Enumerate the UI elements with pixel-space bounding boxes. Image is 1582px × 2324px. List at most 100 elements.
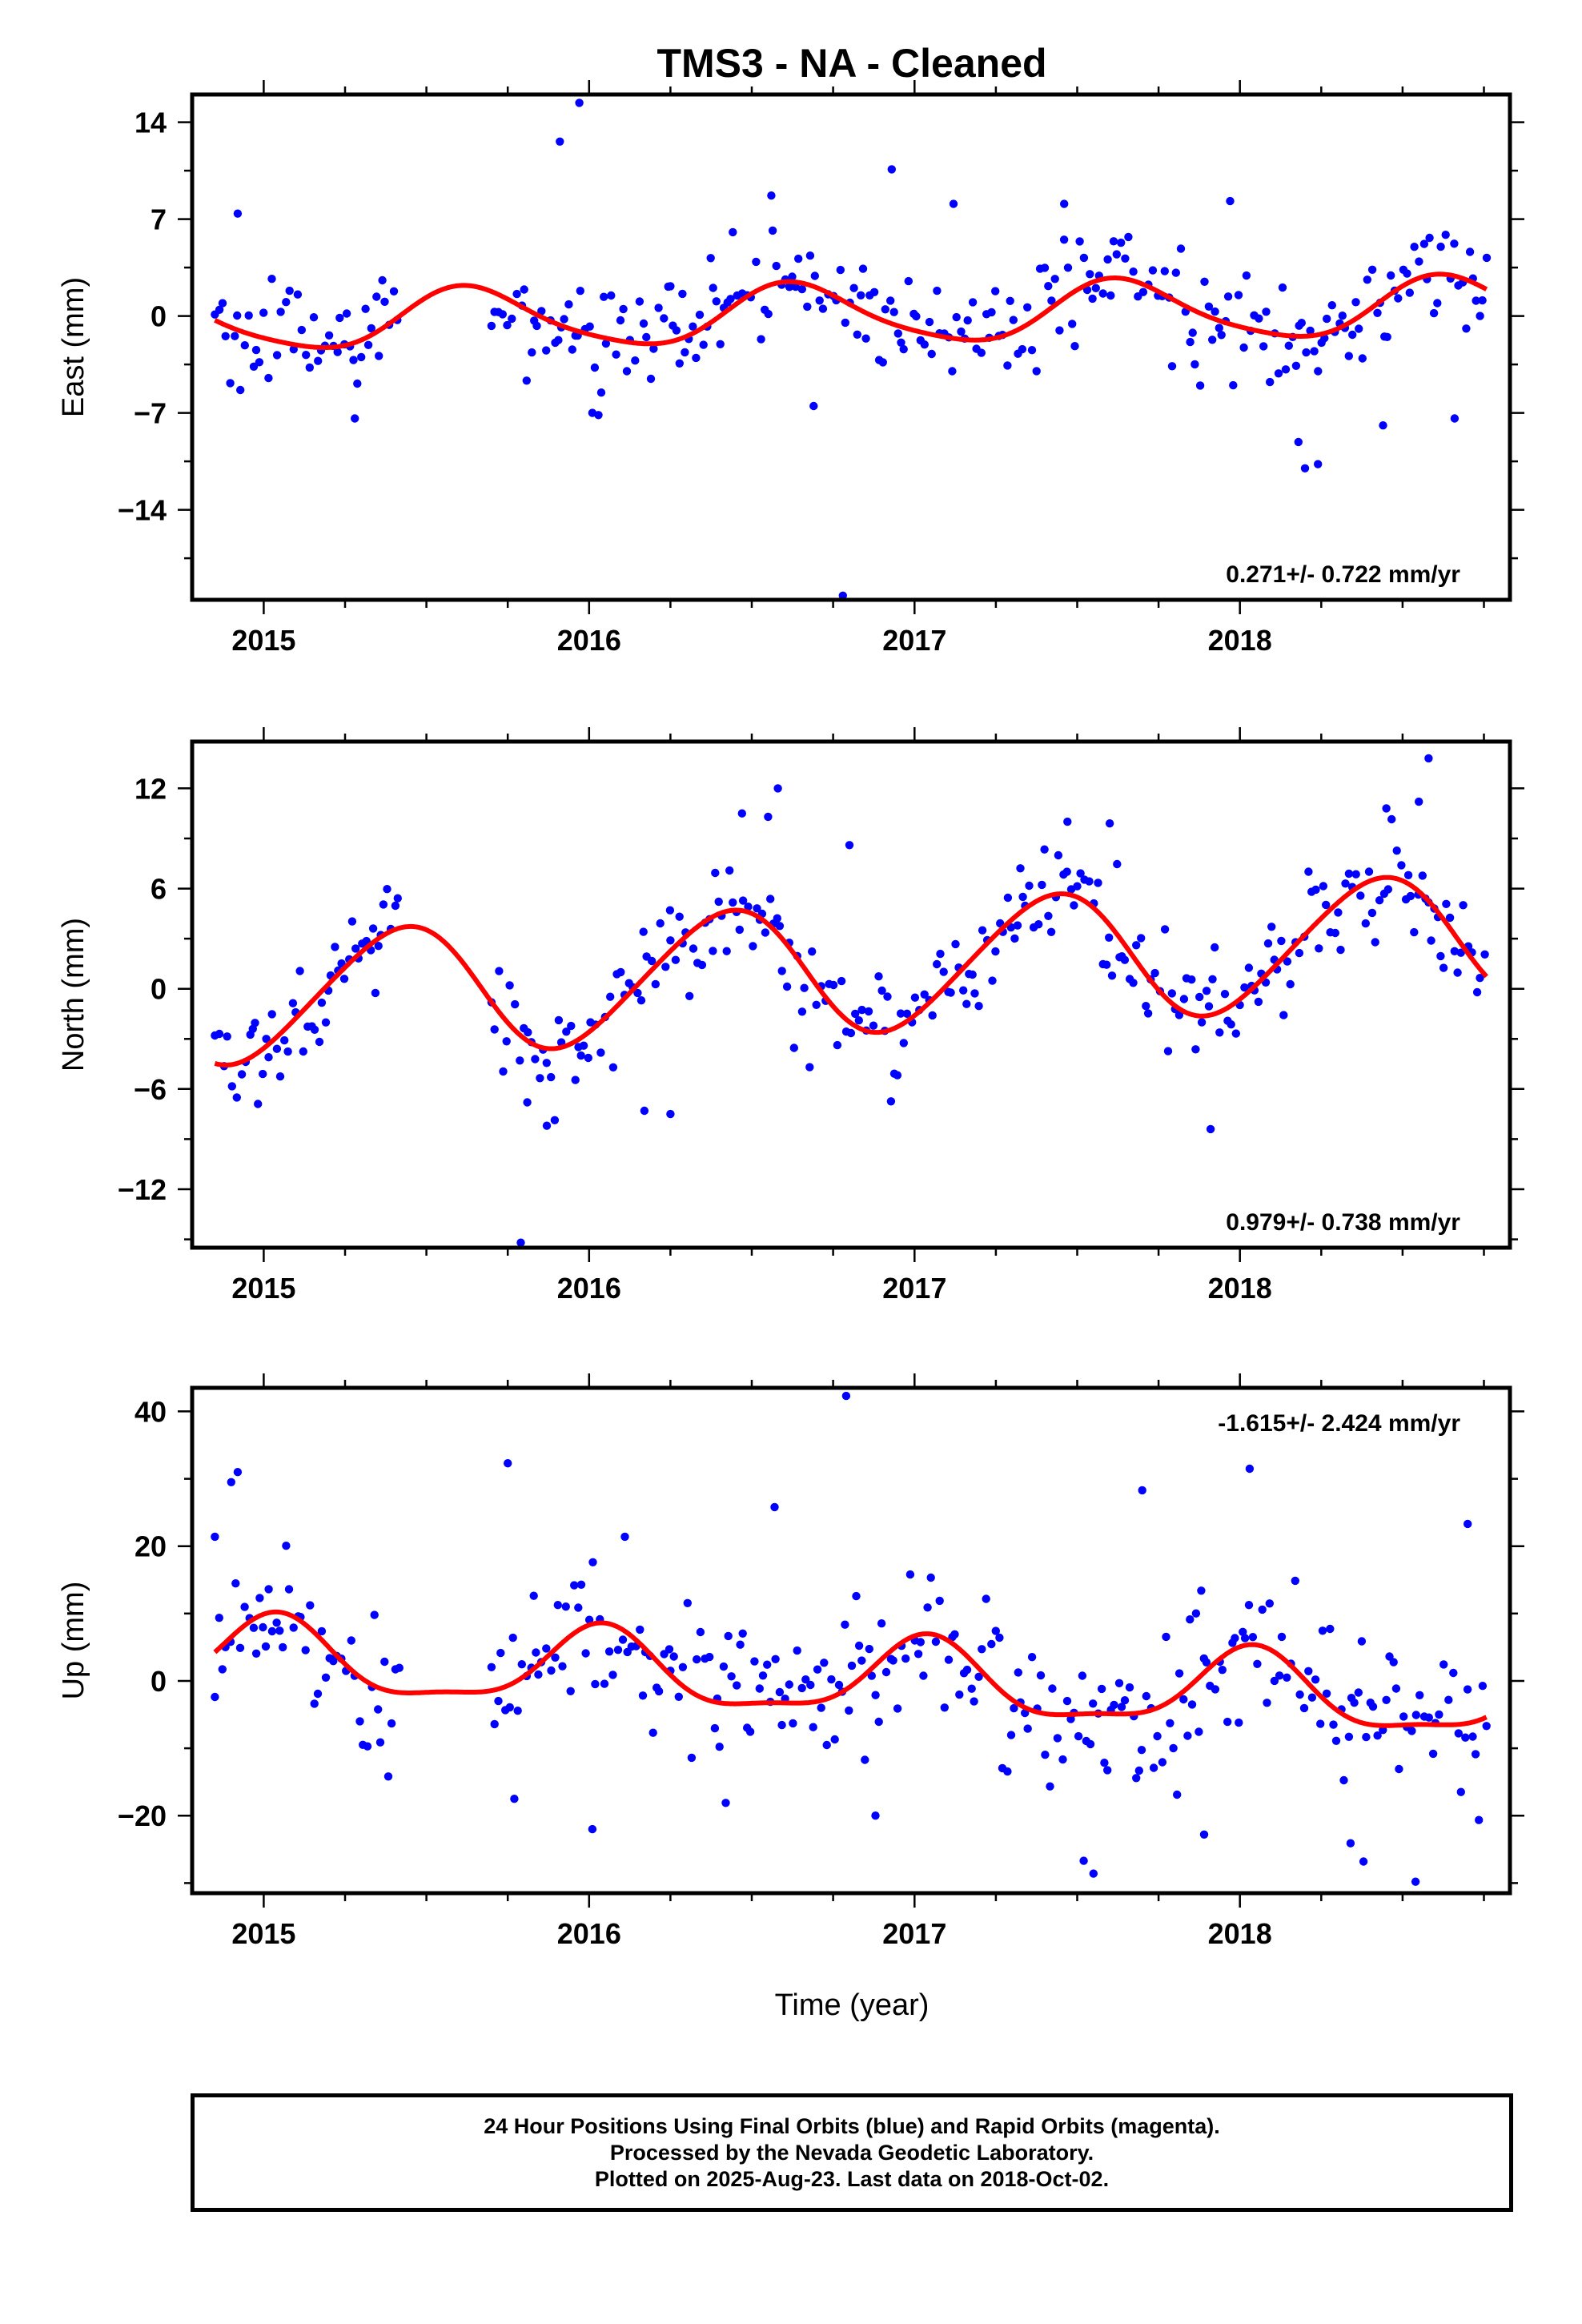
data-point [567,1021,576,1031]
data-point [1085,877,1094,886]
data-point [729,227,737,237]
data-points [211,99,1492,600]
data-point [622,367,632,376]
data-point [576,1051,585,1060]
data-point [1235,1718,1243,1727]
data-point [1351,870,1360,879]
data-point [1223,1717,1232,1727]
data-point [715,1743,724,1751]
data-point [837,976,846,986]
data-point [775,1687,785,1697]
data-point [1363,275,1372,284]
data-point [991,947,1000,956]
data-point [1200,277,1209,286]
data-point [1295,948,1304,958]
data-point [309,313,319,322]
data-point [877,986,886,995]
data-point [1150,968,1159,978]
data-point [905,1570,915,1579]
data-point [827,1675,836,1684]
data-point [794,254,803,263]
data-point [339,975,349,983]
data-point [227,1082,236,1091]
data-point-outlier [949,199,958,208]
data-point [499,1067,508,1076]
data-point [1279,1011,1288,1019]
data-point [709,947,717,955]
data-point [532,1648,540,1657]
y-tick-label: 14 [135,107,167,139]
data-point [871,1691,880,1699]
data-point-outlier [1105,818,1114,828]
data-point [1174,1011,1184,1019]
data-point [537,307,546,316]
data-point [1076,869,1085,878]
data-point [335,313,344,323]
data-point [315,1037,324,1047]
data-point [889,1656,897,1665]
data-point [695,310,705,320]
x-ticks: 2015 2016 2017 2018 [231,80,1485,657]
data-point [1036,1671,1046,1680]
data-point [833,1040,842,1050]
data-point [1173,1790,1182,1799]
data-point [299,1047,307,1056]
data-point [1348,330,1357,340]
data-point [378,275,387,285]
data-point [893,1071,902,1080]
data-point [363,1742,372,1751]
data-point [1392,846,1401,855]
data-point [1097,1684,1106,1694]
data-point [613,1646,623,1655]
data-points [211,754,1489,1247]
data-point [596,1048,605,1057]
data-point [726,295,735,304]
data-point [978,1645,986,1654]
data-point [1204,302,1214,311]
data-point [1231,1634,1239,1642]
data-point [1355,324,1363,333]
data-point [977,348,986,357]
data-point [215,305,224,314]
data-point [231,1579,240,1588]
data-point [1166,1719,1174,1727]
data-point [607,291,616,300]
data-point [1179,1695,1188,1704]
data-point-outlier [510,1795,519,1803]
data-point-outlier [1359,1857,1368,1866]
data-point [646,374,656,384]
data-point [524,1027,532,1037]
data-point [1274,369,1283,378]
data-point [913,1650,923,1659]
data-point [1302,348,1311,357]
data-point [636,1625,644,1634]
chart-title: TMS3 - NA - Cleaned [656,41,1046,86]
data-point [314,356,323,365]
data-point [355,1717,364,1726]
data-point [1073,882,1082,891]
data-point-outlier [1346,1839,1355,1848]
data-point [1395,1764,1403,1774]
data-point [1482,253,1492,263]
data-point [1211,943,1219,952]
data-point [1406,891,1415,901]
data-point [306,1601,315,1610]
data-point [1229,380,1238,390]
data-point [1442,899,1451,909]
data-point [1046,1782,1054,1791]
data-point [952,312,961,322]
footer-line-3: Plotted on 2025-Aug-23. Last data on 201… [594,2166,1110,2191]
data-point [1383,332,1391,341]
data-point [656,919,665,928]
data-point [564,300,573,309]
data-point [709,283,717,292]
data-point [1362,1732,1371,1742]
data-point [1094,879,1102,887]
data-point [1441,231,1450,239]
data-point [1450,239,1459,248]
data-point [725,866,734,875]
data-point [237,1070,247,1079]
data-point [1023,1724,1032,1733]
data-point [254,1100,263,1108]
data-point [1439,963,1448,972]
